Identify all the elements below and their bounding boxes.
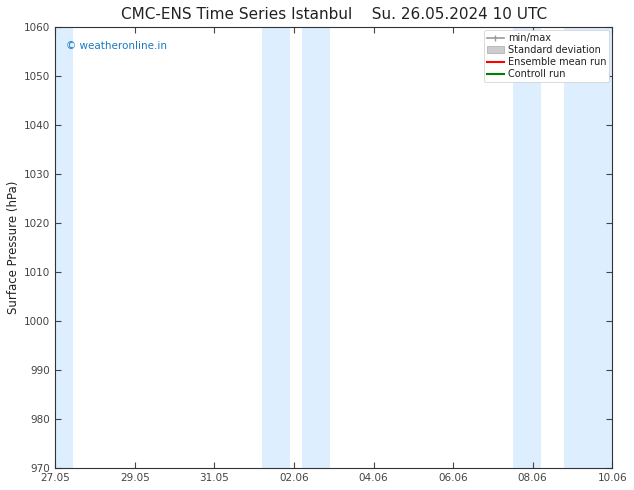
Bar <box>55 27 73 468</box>
Legend: min/max, Standard deviation, Ensemble mean run, Controll run: min/max, Standard deviation, Ensemble me… <box>484 30 609 82</box>
Title: CMC-ENS Time Series Istanbul    Su. 26.05.2024 10 UTC: CMC-ENS Time Series Istanbul Su. 26.05.2… <box>120 7 547 22</box>
Bar <box>564 27 612 468</box>
Bar <box>513 27 541 468</box>
Bar <box>302 27 330 468</box>
Bar <box>262 27 290 468</box>
Y-axis label: Surface Pressure (hPa): Surface Pressure (hPa) <box>7 181 20 315</box>
Text: © weatheronline.in: © weatheronline.in <box>67 41 167 50</box>
